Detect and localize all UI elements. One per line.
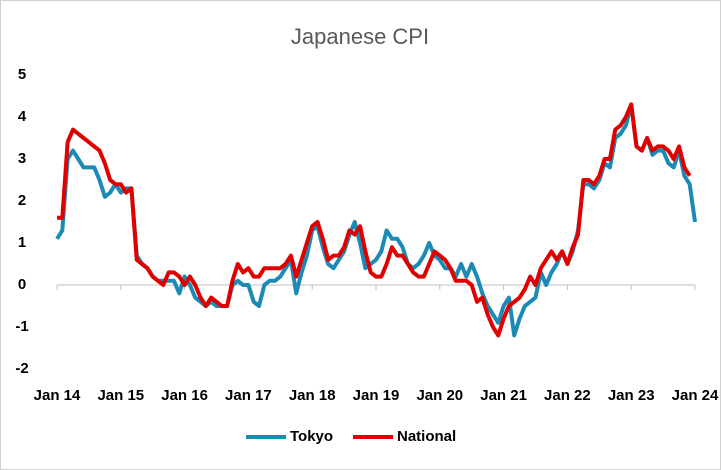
x-tick-label: Jan 16 [161,387,208,404]
y-tick-label: 4 [18,108,27,125]
legend-label: National [397,428,456,445]
y-tick-label: -2 [15,360,28,377]
x-tick-label: Jan 20 [416,387,463,404]
x-tick-label: Jan 23 [608,387,655,404]
x-tick-label: Jan 21 [480,387,527,404]
y-tick-label: 5 [18,66,26,83]
x-tick-label: Jan 17 [225,387,272,404]
x-tick-label: Jan 19 [353,387,400,404]
line-series [57,102,692,338]
chart-title: Japanese CPI [291,24,429,49]
x-tick-label: Jan 22 [544,387,591,404]
y-tick-label: -1 [15,318,28,335]
x-tick-label: Jan 15 [97,387,144,404]
y-tick-label: 3 [18,150,26,167]
y-tick-label: 0 [18,276,26,293]
legend-label: Tokyo [290,428,333,445]
x-tick-label: Jan 18 [289,387,336,404]
x-tick-label: Jan 14 [34,387,81,404]
y-tick-label: 2 [18,192,26,209]
x-tick-label: Jan 24 [672,387,719,404]
y-tick-label: 1 [18,234,26,251]
